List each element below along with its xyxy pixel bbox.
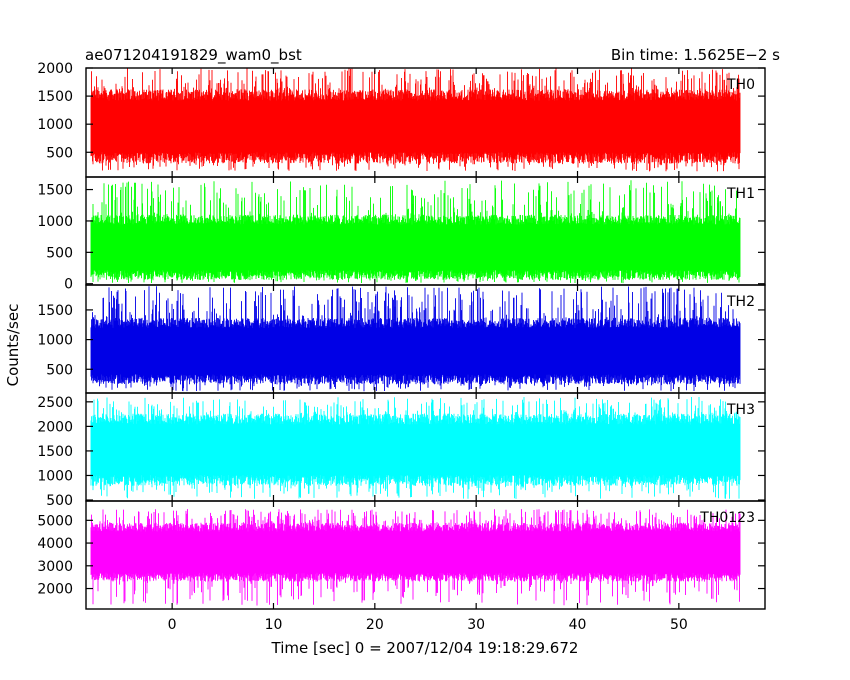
panel-th3: 500 1000 1500 2000 2500 TH3 [37,392,766,509]
y-tick-label: 500 [46,145,73,161]
series-th1-trace [90,180,741,284]
y-tick-label: 1000 [37,117,73,133]
series-th2-trace [90,286,741,392]
x-axis: 0 10 20 30 40 50 [168,617,688,633]
y-tick-label: 3000 [37,559,73,575]
panel-frame [85,500,766,610]
y-tick-label: 1000 [37,468,73,484]
x-tick-label: 50 [670,617,688,633]
x-tick-label: 20 [366,617,384,633]
series-th0123-trace [90,509,741,606]
y-tick-label: 500 [46,493,73,509]
panel-th0123: 2000 3000 4000 5000 TH0123 [37,500,766,610]
series-label-th1: TH1 [726,186,755,202]
y-tick-label: 2500 [37,395,73,411]
series-th0-trace [90,68,741,172]
x-tick-label: 30 [467,617,485,633]
x-axis-label: Time [sec] 0 = 2007/12/04 19:18:29.672 [271,639,579,657]
panel-th1: 0 500 1000 1500 TH1 [37,176,766,293]
series-label-th3: TH3 [726,402,755,418]
series-label-th0123: TH0123 [699,510,755,526]
bin-time-label: Bin time: 1.5625E−2 s [611,46,780,64]
y-tick-label: 1500 [37,303,73,319]
series-label-th0: TH0 [726,77,755,93]
y-tick-label: 500 [46,245,73,261]
series-th3-trace [90,397,741,499]
y-tick-label: 1500 [37,183,73,199]
y-tick-label: 1500 [37,444,73,460]
chart-title: ae071204191829_wam0_bst [85,46,302,65]
y-tick-label: 0 [64,277,73,293]
x-tick-label: 0 [168,617,177,633]
y-tick-label: 2000 [37,61,73,77]
y-tick-label: 5000 [37,513,73,529]
y-tick-label: 2000 [37,582,73,598]
panel-th2: 500 1000 1500 TH2 [37,284,766,394]
y-tick-label: 1000 [37,214,73,230]
panel-th0: 500 1000 1500 2000 TH0 [37,61,766,178]
y-tick-label: 500 [46,362,73,378]
x-tick-label: 40 [569,617,587,633]
panels: 500 1000 1500 2000 TH0 0 500 1000 1500 TH1 500 1000… [37,61,766,610]
series-label-th2: TH2 [726,294,755,310]
y-tick-label: 1500 [37,89,73,105]
y-tick-label: 1000 [37,333,73,349]
x-tick-label: 10 [265,617,283,633]
y-tick-label: 4000 [37,536,73,552]
y-axis-label: Counts/sec [4,304,22,387]
y-tick-label: 2000 [37,419,73,435]
